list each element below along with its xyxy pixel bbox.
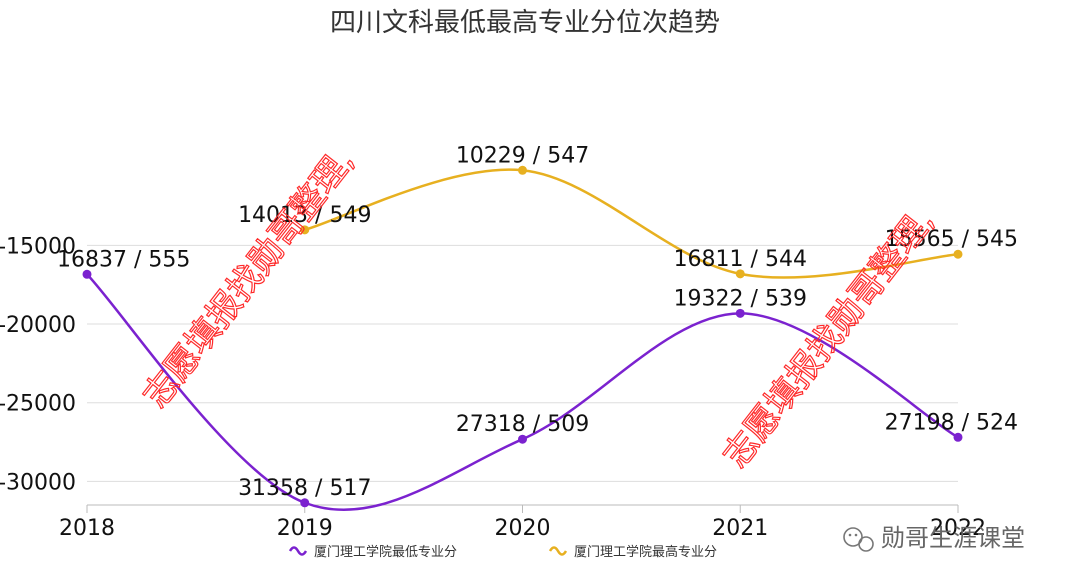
data-point: [82, 269, 92, 279]
data-point: [953, 249, 963, 259]
y-tick-label: -25000: [0, 392, 76, 417]
data-label: 27318 / 509: [456, 412, 589, 437]
data-label: 14013 / 549: [238, 203, 371, 228]
series-line: [304, 168, 959, 279]
chart-title: 四川文科最低最高专业分位次趋势: [330, 8, 720, 38]
data-point: [518, 434, 527, 444]
y-tick-label: -15000: [0, 234, 76, 259]
data-point: [518, 165, 527, 175]
x-tick-label: 2019: [277, 516, 333, 541]
legend: 厦门理工学院最低专业分 厦门理工学院最高专业分: [288, 544, 717, 560]
legend-label: 厦门理工学院最低专业分: [314, 544, 457, 560]
data-point: [735, 269, 745, 279]
data-point: [735, 308, 745, 318]
watermark-1: 志愿填报找勋哥整理,: [135, 141, 363, 416]
y-axis-ticks: -15000 -20000 -25000 -30000: [0, 234, 76, 495]
data-points: [82, 165, 963, 508]
wechat-icon: [843, 527, 874, 552]
data-label: 16837 / 555: [57, 247, 190, 272]
brand-badge: 勋哥生涯课堂: [843, 524, 1025, 552]
legend-swatch: [548, 546, 568, 556]
data-point: [300, 498, 310, 508]
data-label: 16811 / 544: [674, 247, 807, 272]
brand-text: 勋哥生涯课堂: [881, 524, 1025, 552]
data-point: [953, 432, 963, 442]
x-tick-label: 2020: [495, 516, 551, 541]
data-label: 10229 / 547: [456, 143, 589, 168]
data-point: [300, 225, 310, 235]
x-tick-label: 2018: [59, 516, 115, 541]
data-label: 19322 / 539: [674, 286, 807, 311]
data-label: 15565 / 545: [885, 227, 1018, 252]
data-label: 31358 / 517: [238, 476, 371, 501]
data-labels: 16837 / 555 31358 / 517 27318 / 509 19322 /…: [57, 143, 1018, 500]
watermark-text: 志愿填报找勋哥整理,: [136, 141, 363, 415]
legend-label: 厦门理工学院最高专业分: [574, 544, 717, 560]
data-label: 27198 / 524: [885, 410, 1018, 435]
x-axis-ticks: 2018 2019 2020 2021 2022: [59, 505, 986, 541]
legend-swatch: [288, 546, 308, 556]
x-tick-label: 2022: [930, 516, 986, 541]
x-tick-label: 2021: [712, 516, 768, 541]
y-tick-label: -20000: [0, 313, 76, 338]
y-tick-label: -30000: [0, 470, 76, 495]
